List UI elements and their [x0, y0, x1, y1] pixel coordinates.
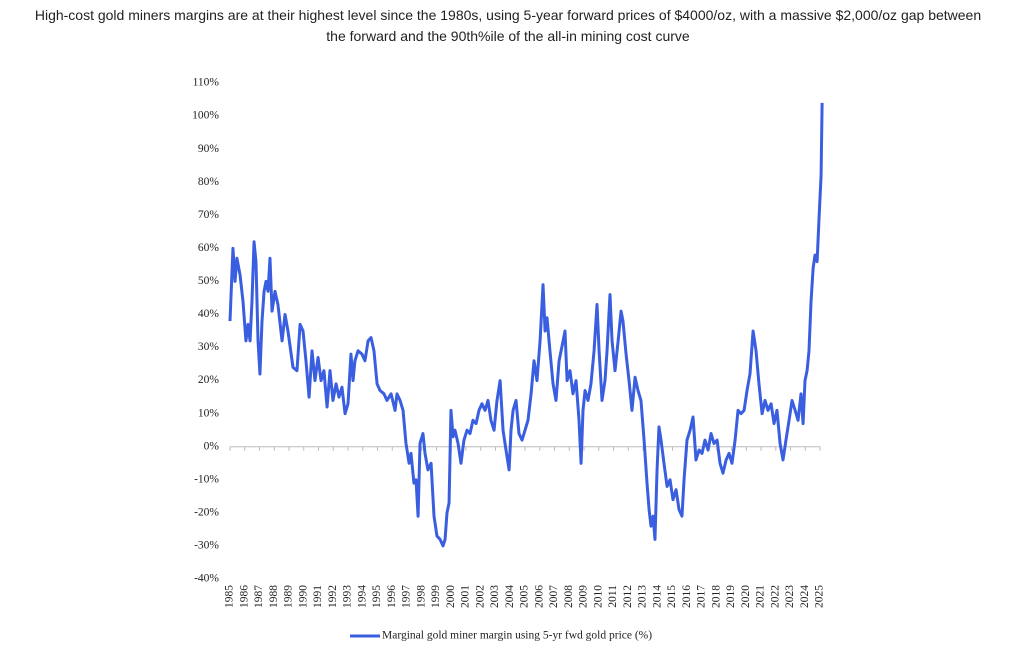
- x-tick-label: 2004: [504, 585, 516, 608]
- y-tick-label: -20%: [194, 507, 219, 519]
- x-tick-label: 2007: [548, 585, 560, 608]
- x-tick-label: 1994: [356, 585, 368, 608]
- x-tick-label: 1993: [342, 585, 354, 608]
- x-tick-label: 2025: [814, 585, 826, 608]
- y-tick-label: -40%: [194, 573, 219, 585]
- x-tick-label: 2022: [769, 585, 781, 608]
- x-tick-label: 2006: [533, 585, 545, 608]
- x-tick-label: 2012: [622, 585, 634, 608]
- x-tick-label: 2002: [474, 585, 486, 608]
- x-tick-label: 2011: [607, 585, 619, 608]
- x-tick-label: 1985: [224, 585, 236, 608]
- x-tick-label: 2015: [666, 585, 678, 608]
- x-tick-label: 1986: [238, 585, 250, 608]
- x-tick-label: 1996: [386, 585, 398, 608]
- chart-title: High-cost gold miners margins are at the…: [35, 7, 981, 23]
- x-tick-label: 1991: [312, 585, 324, 608]
- y-tick-label: 90%: [198, 143, 220, 155]
- y-tick-label: 60%: [198, 242, 220, 254]
- x-tick-label: 2008: [563, 585, 575, 608]
- x-tick-label: 2001: [460, 585, 472, 608]
- x-tick-label: 2009: [578, 585, 590, 608]
- x-tick-label: 1987: [253, 585, 265, 608]
- y-tick-label: -10%: [194, 473, 219, 485]
- y-tick-label: 70%: [198, 209, 220, 221]
- y-tick-label: 80%: [198, 176, 220, 188]
- x-tick-label: 2000: [445, 585, 457, 608]
- y-tick-label: 40%: [198, 308, 220, 320]
- y-tick-label: 10%: [198, 407, 220, 419]
- x-tick-label: 2021: [755, 585, 767, 608]
- x-tick-label: 2018: [710, 585, 722, 608]
- x-tick-label: 1999: [430, 585, 442, 608]
- legend-label: Marginal gold miner margin using 5-yr fw…: [382, 630, 652, 642]
- x-tick-label: 2013: [637, 585, 649, 608]
- x-tick-label: 1998: [415, 585, 427, 608]
- x-tick-label: 2016: [681, 585, 693, 608]
- x-tick-label: 2020: [740, 585, 752, 608]
- x-tick-label: 1997: [401, 585, 413, 608]
- y-tick-label: 100%: [192, 110, 219, 122]
- chart-title: the forward and the 90th%ile of the all-…: [326, 28, 690, 44]
- x-tick-label: 1990: [297, 585, 309, 608]
- x-tick-label: 2005: [519, 585, 531, 608]
- x-tick-label: 2014: [651, 585, 663, 608]
- y-tick-label: 110%: [193, 77, 220, 89]
- y-tick-label: 0%: [204, 440, 220, 452]
- x-tick-label: 2017: [696, 585, 708, 608]
- x-tick-label: 1995: [371, 585, 383, 608]
- line: [228, 102, 824, 548]
- x-tick-label: 2024: [799, 585, 811, 608]
- x-tick-label: 2010: [592, 585, 604, 608]
- y-tick-label: 50%: [198, 275, 220, 287]
- x-tick-label: 2023: [784, 585, 796, 608]
- x-tick-label: 1992: [327, 585, 339, 608]
- x-tick-label: 2003: [489, 585, 501, 608]
- x-tick-label: 2019: [725, 585, 737, 608]
- y-tick-label: 20%: [198, 374, 220, 386]
- x-tick-label: 1988: [268, 585, 280, 608]
- y-tick-label: 30%: [198, 341, 220, 353]
- x-tick-label: 1989: [283, 585, 295, 608]
- y-tick-label: -30%: [194, 540, 219, 552]
